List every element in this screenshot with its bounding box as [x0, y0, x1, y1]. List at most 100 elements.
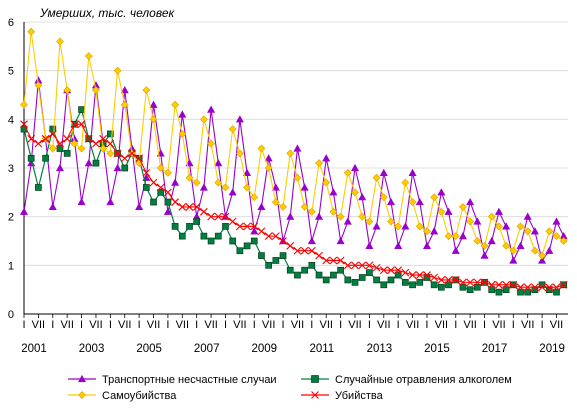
data-point — [243, 168, 252, 176]
data-point — [437, 207, 446, 216]
x-month-label: VII — [89, 319, 102, 331]
data-point — [523, 227, 532, 236]
data-point — [92, 159, 100, 167]
data-point — [451, 276, 460, 284]
data-point — [488, 286, 496, 294]
data-point — [271, 232, 280, 241]
data-point — [27, 27, 36, 36]
data-point — [394, 271, 402, 279]
data-point — [473, 278, 482, 287]
data-point — [135, 202, 144, 211]
data-point — [358, 274, 366, 281]
data-point — [524, 288, 532, 296]
data-point — [214, 212, 223, 221]
data-point — [271, 183, 280, 191]
data-point — [56, 37, 64, 46]
data-point — [322, 256, 331, 265]
x-month-label: I — [425, 319, 428, 331]
data-point — [193, 218, 201, 225]
y-tick-label: 4 — [8, 114, 14, 126]
x-month-label: I — [397, 319, 400, 331]
data-point — [409, 281, 416, 289]
data-point — [265, 261, 273, 269]
x-month-label: VII — [204, 319, 217, 331]
data-point — [351, 188, 359, 197]
data-point — [250, 227, 259, 235]
data-point — [207, 139, 216, 148]
legend-label: Самоубийства — [102, 390, 177, 402]
x-month-label: VII — [32, 319, 45, 331]
data-point — [509, 246, 518, 255]
data-point — [502, 241, 511, 250]
data-point — [214, 232, 222, 240]
data-point — [336, 212, 345, 221]
y-tick-label: 6 — [8, 17, 14, 29]
data-point — [531, 283, 539, 292]
data-point — [322, 178, 331, 187]
data-point — [372, 173, 381, 182]
data-point — [322, 276, 330, 284]
data-point — [271, 198, 280, 206]
data-point — [77, 120, 86, 129]
data-point — [113, 149, 122, 158]
data-point — [99, 144, 108, 153]
data-point — [329, 188, 338, 196]
data-point — [106, 139, 115, 148]
data-point — [552, 283, 561, 292]
data-point — [386, 197, 395, 206]
data-point — [402, 279, 409, 286]
data-point — [286, 212, 295, 220]
data-point — [228, 217, 237, 226]
x-month-label: VII — [492, 319, 505, 331]
data-point — [149, 115, 158, 124]
data-point — [423, 227, 431, 236]
data-point — [480, 251, 489, 259]
series-line — [23, 31, 564, 257]
series-cross — [20, 120, 568, 292]
data-point — [70, 139, 79, 148]
data-point — [286, 149, 295, 158]
data-point — [401, 268, 410, 277]
x-month-label: I — [51, 319, 54, 331]
data-point — [350, 163, 360, 172]
data-point — [42, 154, 49, 162]
data-point — [372, 263, 381, 272]
data-point — [250, 193, 259, 202]
data-point — [63, 134, 72, 143]
x-month-label: VII — [435, 319, 448, 331]
data-point — [120, 86, 129, 94]
x-month-label: I — [512, 319, 515, 331]
data-point — [35, 184, 42, 191]
data-point — [437, 188, 446, 196]
data-point — [27, 154, 35, 162]
data-point — [56, 139, 64, 148]
data-point — [121, 164, 129, 172]
data-point — [545, 227, 554, 236]
x-month-label: I — [138, 319, 141, 331]
data-point — [408, 271, 417, 279]
data-point — [250, 237, 258, 245]
y-tick-label: 5 — [8, 66, 14, 78]
data-point — [365, 261, 374, 270]
x-month-label: I — [368, 319, 371, 331]
data-point — [228, 188, 237, 196]
data-point — [142, 86, 151, 95]
data-point — [466, 278, 475, 287]
data-point — [235, 149, 244, 158]
series-triangle — [19, 76, 568, 264]
data-point — [495, 280, 503, 289]
data-point — [164, 198, 172, 206]
x-year-label: 2015 — [424, 343, 450, 355]
data-point — [243, 222, 251, 231]
data-point — [336, 236, 345, 245]
data-point — [502, 280, 511, 289]
data-point — [516, 241, 525, 249]
data-point — [120, 100, 129, 109]
data-point — [293, 246, 302, 255]
data-point — [243, 183, 251, 192]
data-point — [27, 134, 36, 143]
x-month-label: VII — [291, 319, 304, 331]
data-point — [214, 159, 223, 167]
data-point — [509, 280, 518, 289]
data-point — [415, 197, 424, 206]
